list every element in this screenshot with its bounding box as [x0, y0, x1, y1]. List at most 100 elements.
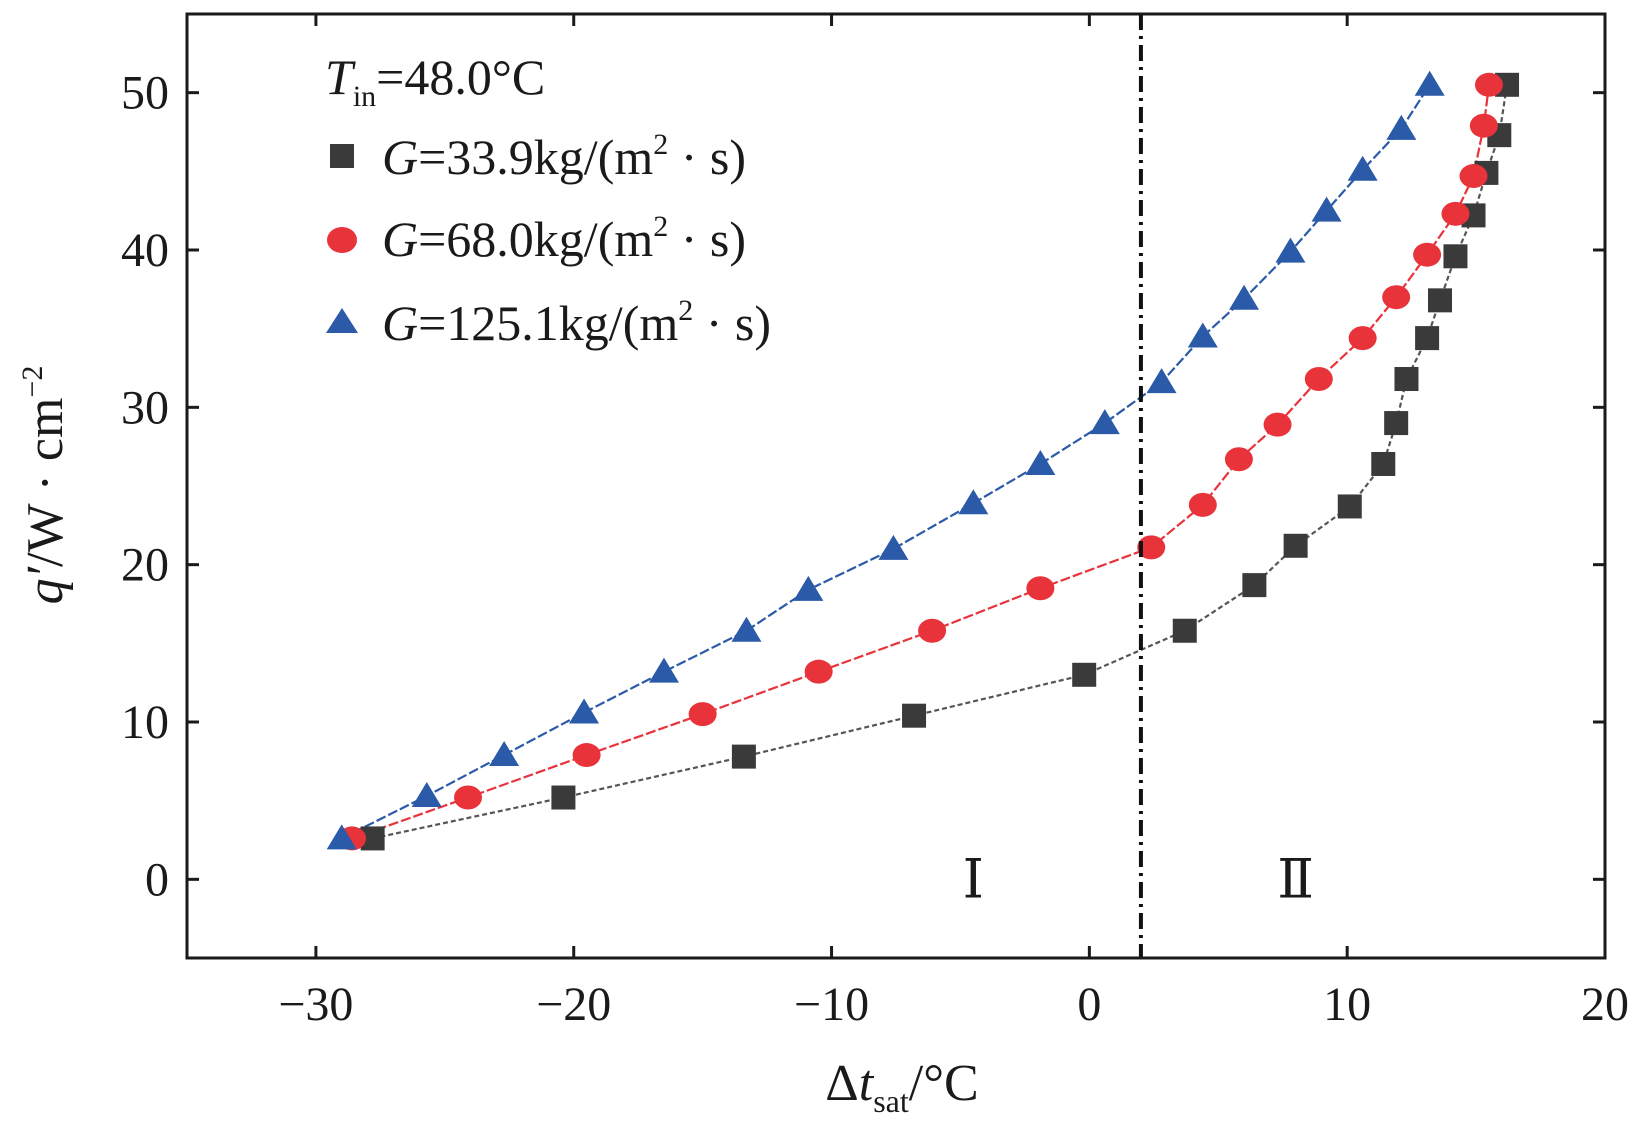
data-point-series-2 — [688, 702, 717, 727]
legend-header-var: T — [325, 49, 356, 105]
data-point-series-3 — [648, 657, 679, 683]
data-point-series-2 — [1459, 164, 1488, 189]
legend-entry-1-sup: 2 — [653, 128, 668, 161]
data-point-series-3 — [958, 489, 989, 515]
data-point-series-3 — [731, 616, 762, 642]
data-point-series-3 — [793, 575, 824, 601]
region-label-I: Ⅰ — [963, 849, 984, 909]
data-point-series-1 — [1394, 367, 1419, 392]
data-point-series-1 — [1384, 411, 1409, 436]
legend-header-value: =48.0°C — [376, 49, 545, 105]
data-point-series-3 — [569, 698, 600, 724]
data-point-series-1 — [1415, 326, 1440, 351]
x-tick-label: 0 — [1077, 978, 1101, 1031]
x-tick-label: −30 — [278, 978, 353, 1031]
legend-entry-3-value: =125.1kg/(m — [418, 295, 678, 351]
data-point-series-3 — [489, 741, 520, 767]
y-axis-title: q′/W · cm−2 — [16, 366, 74, 605]
data-point-series-1 — [731, 744, 756, 769]
legend-marker-triangle — [326, 308, 358, 333]
data-point-series-2 — [1413, 242, 1442, 267]
data-point-series-2 — [1382, 285, 1411, 310]
data-point-series-2 — [1348, 326, 1377, 351]
legend-header: Tin=48.0°C — [325, 49, 545, 113]
y-tick-label: 40 — [121, 224, 169, 277]
data-point-series-2 — [1304, 367, 1333, 392]
data-point-series-2 — [1469, 113, 1498, 138]
legend-entry-2-value: =68.0kg/(m — [418, 211, 653, 267]
legend-entry-2-tail: · s) — [668, 211, 746, 267]
data-point-series-2 — [1474, 72, 1503, 97]
data-point-series-2 — [804, 659, 833, 684]
legend: Tin=48.0°C G=33.9kg/(m2 · s) G=68.0kg/(m… — [325, 49, 771, 351]
x-axis-title: Δtsat/°C — [825, 1055, 978, 1119]
data-point-series-1 — [1172, 618, 1197, 643]
legend-entry-1-value: =33.9kg/(m — [418, 129, 653, 185]
legend-entry-3-tail: · s) — [693, 295, 771, 351]
y-axis-title-var: q′ — [17, 565, 74, 604]
legend-entry-3-var: G — [382, 295, 418, 351]
data-point-series-2 — [572, 743, 601, 768]
y-tick-label: 50 — [121, 67, 169, 120]
data-point-series-3 — [1386, 114, 1417, 140]
data-point-series-1 — [1283, 533, 1308, 558]
legend-entry-3-sup: 2 — [678, 294, 693, 327]
x-tick-label: −10 — [794, 978, 869, 1031]
y-axis-title-sup: −2 — [16, 366, 49, 398]
data-point-series-1 — [902, 703, 927, 728]
axis-ticks — [187, 14, 1607, 958]
y-tick-label: 20 — [121, 539, 169, 592]
data-point-series-3 — [411, 781, 442, 807]
legend-header-sub: in — [353, 80, 376, 113]
data-point-series-3 — [1275, 237, 1306, 263]
data-point-series-2 — [918, 618, 947, 643]
x-tick-label: 20 — [1581, 978, 1629, 1031]
y-tick-label: 0 — [145, 853, 169, 906]
series-markers — [326, 70, 1520, 851]
data-point-series-2 — [1026, 576, 1055, 601]
region-label-II: Ⅱ — [1277, 849, 1314, 909]
data-point-series-2 — [1137, 535, 1166, 560]
legend-entry-1-var: G — [382, 129, 418, 185]
data-point-series-3 — [1025, 449, 1056, 475]
legend-marker-circle — [327, 227, 357, 253]
data-point-series-2 — [1188, 492, 1217, 517]
data-point-series-3 — [1089, 409, 1120, 435]
legend-entry-2-sup: 2 — [653, 210, 668, 243]
data-point-series-2 — [1441, 201, 1470, 226]
y-tick-label: 10 — [121, 696, 169, 749]
plot-frame — [185, 12, 1607, 960]
x-axis-title-sub: sat — [873, 1083, 909, 1119]
data-point-series-1 — [1443, 244, 1468, 269]
axis-tick-labels: −30 −20 −10 0 10 20 0 10 20 30 40 50 — [121, 67, 1629, 1031]
data-point-series-3 — [878, 534, 909, 560]
y-tick-label: 30 — [121, 381, 169, 434]
x-tick-label: −20 — [536, 978, 611, 1031]
x-axis-title-prefix: Δ — [825, 1055, 858, 1112]
data-point-series-1 — [1072, 662, 1097, 687]
data-point-series-1 — [1371, 451, 1396, 476]
legend-marker-square — [330, 144, 354, 168]
data-point-series-3 — [1146, 368, 1177, 394]
data-point-series-3 — [1347, 155, 1378, 181]
y-axis-title-suffix: /W · cm — [17, 398, 74, 567]
data-point-series-1 — [551, 785, 576, 810]
data-point-series-1 — [1427, 288, 1452, 313]
legend-entry-1-tail: · s) — [668, 129, 746, 185]
data-point-series-2 — [1224, 447, 1253, 472]
data-point-series-2 — [1263, 412, 1292, 437]
data-point-series-2 — [454, 785, 483, 810]
legend-entry-2-var: G — [382, 211, 418, 267]
data-point-series-1 — [1242, 573, 1267, 598]
legend-entry-2: G=68.0kg/(m2 · s) — [382, 210, 746, 267]
legend-entry-1: G=33.9kg/(m2 · s) — [382, 128, 746, 185]
data-point-series-3 — [1311, 196, 1342, 222]
data-point-series-3 — [1187, 322, 1218, 348]
x-axis-title-suffix: /°C — [909, 1055, 979, 1112]
x-axis-title-var: t — [859, 1055, 875, 1112]
data-point-series-3 — [326, 824, 357, 850]
x-tick-label: 10 — [1323, 978, 1371, 1031]
legend-entry-3: G=125.1kg/(m2 · s) — [382, 294, 771, 351]
